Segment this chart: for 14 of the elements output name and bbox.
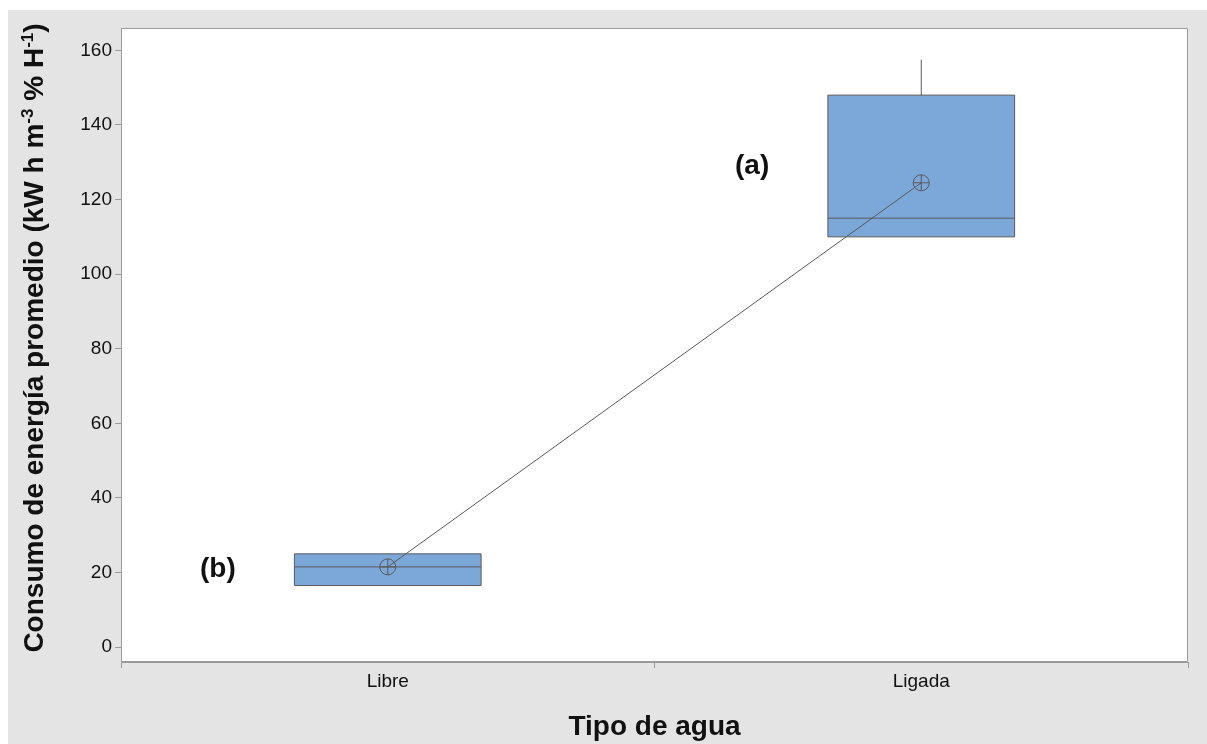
annotation: (b)	[199, 552, 236, 584]
y-tick-label: 40	[90, 486, 112, 508]
y-tick-label: 120	[80, 187, 112, 209]
x-tick-label: Libre	[366, 669, 409, 691]
y-tick-label: 20	[90, 560, 112, 582]
annotation: (a)	[735, 148, 770, 180]
x-axis-title: Tipo de agua	[568, 709, 742, 741]
y-tick-label: 60	[90, 411, 112, 433]
y-tick-label: 100	[80, 262, 112, 284]
y-tick-label: 160	[80, 38, 112, 60]
y-tick-label: 0	[101, 635, 112, 657]
y-tick-label: 80	[90, 336, 112, 358]
y-tick-label: 140	[80, 113, 112, 135]
x-tick-label: Ligada	[892, 669, 951, 691]
